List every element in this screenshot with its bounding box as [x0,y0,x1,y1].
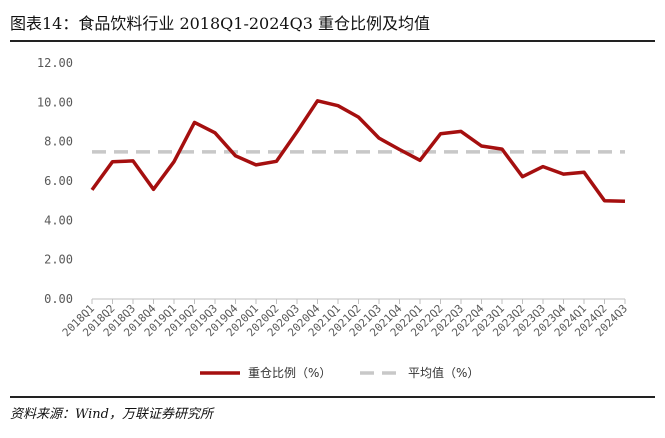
y-tick-label: 8.00 [44,135,73,149]
holding-ratio-line [90,99,626,204]
y-tick-label: 10.00 [37,95,73,109]
x-axis: 2018Q12018Q22018Q32018Q42019Q12019Q22019… [60,298,630,339]
source-note: 资料来源：Wind，万联证券研究所 [10,407,213,422]
figure-title: 图表14：食品饮料行业 2018Q1-2024Q3 重仓比例及均值 [10,14,430,33]
y-tick-label: 12.00 [37,56,73,70]
y-tick-label: 0.00 [44,292,73,306]
legend: 重仓比例（%） 平均值（%） [200,365,479,380]
y-tick-label: 6.00 [44,174,73,188]
legend-label-average: 平均值（%） [408,365,479,380]
y-tick-label: 2.00 [44,253,73,267]
top-rule [10,40,655,42]
legend-label-holding-ratio: 重仓比例（%） [248,366,331,380]
bottom-rule [10,396,655,398]
y-tick-label: 4.00 [44,213,73,227]
series-layer [90,99,626,204]
y-axis: 0.00 2.00 4.00 6.00 8.00 10.00 12.00 [37,56,73,306]
